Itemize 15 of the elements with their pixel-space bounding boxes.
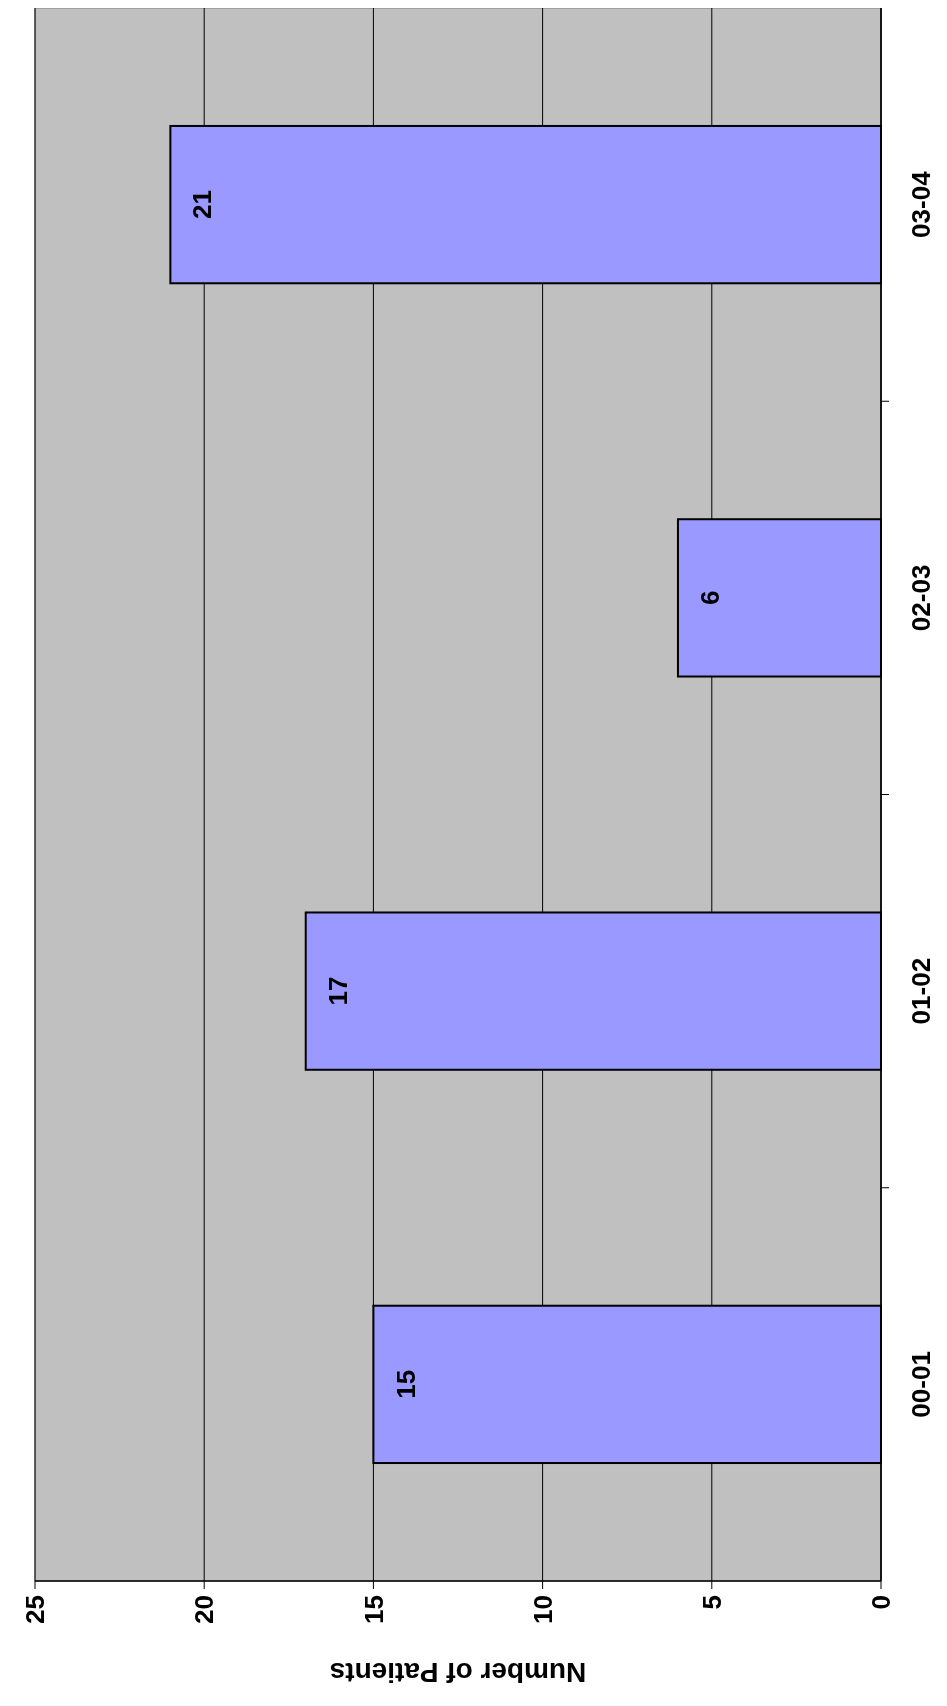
x-axis-title: Number of Patients [329,1657,587,1689]
data-label: 15 [390,1369,421,1399]
data-label: 6 [695,590,726,606]
y-tick-label: 03-04 [906,170,937,238]
x-tick-label: 20 [189,1595,220,1624]
x-tick-label: 5 [696,1595,727,1610]
y-tick-label: 00-01 [906,1351,937,1418]
data-label: 17 [322,976,353,1006]
x-tick-label: 15 [358,1595,389,1624]
x-tick-label: 0 [866,1595,897,1610]
x-tick-label: 25 [20,1595,51,1624]
x-tick-label: 10 [527,1595,558,1624]
data-label: 21 [187,190,218,220]
y-tick-label: 01-02 [906,957,937,1025]
y-tick-label: 02-03 [906,564,937,632]
